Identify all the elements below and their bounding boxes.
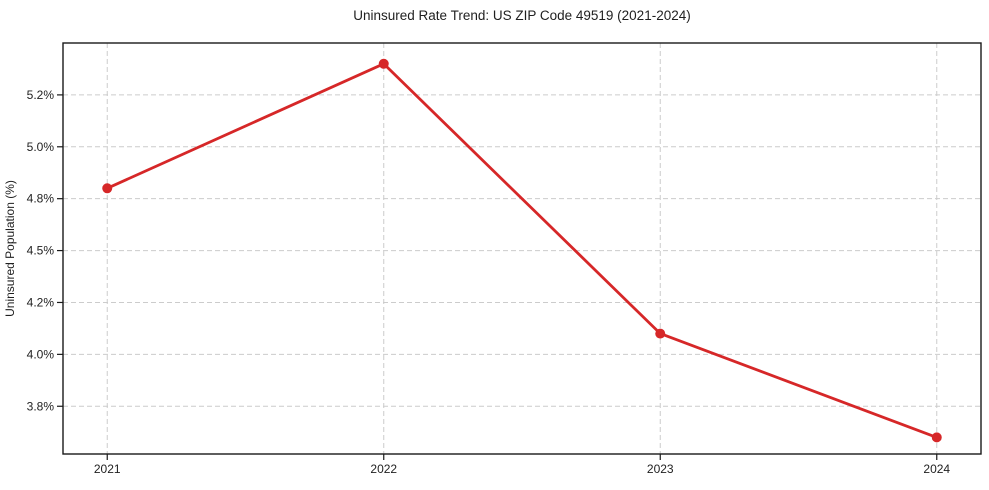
y-tick-label: 4.5% bbox=[27, 244, 55, 258]
trend-line bbox=[105, 62, 939, 439]
y-tick-label: 4.8% bbox=[27, 192, 55, 206]
y-tick-label: 3.8% bbox=[27, 399, 55, 413]
data-point-2023 bbox=[655, 328, 666, 339]
x-tick-label: 2021 bbox=[94, 462, 121, 476]
y-tick-label: 4.0% bbox=[27, 347, 55, 361]
chart-title: Uninsured Rate Trend: US ZIP Code 49519 … bbox=[353, 8, 691, 23]
data-point-2024 bbox=[931, 432, 942, 443]
y-tick-label: 5.0% bbox=[27, 140, 55, 154]
plot-background bbox=[63, 43, 981, 454]
y-tick-label: 5.2% bbox=[27, 88, 55, 102]
data-point-2022 bbox=[378, 58, 389, 69]
x-tick-label: 2023 bbox=[647, 462, 674, 476]
y-axis-label: Uninsured Population (%) bbox=[3, 180, 17, 317]
data-point-2021 bbox=[102, 183, 113, 194]
axes-border bbox=[62, 42, 982, 455]
x-tick-label: 2022 bbox=[370, 462, 397, 476]
x-tick-label: 2024 bbox=[923, 462, 950, 476]
y-tick-label: 4.2% bbox=[27, 295, 55, 309]
